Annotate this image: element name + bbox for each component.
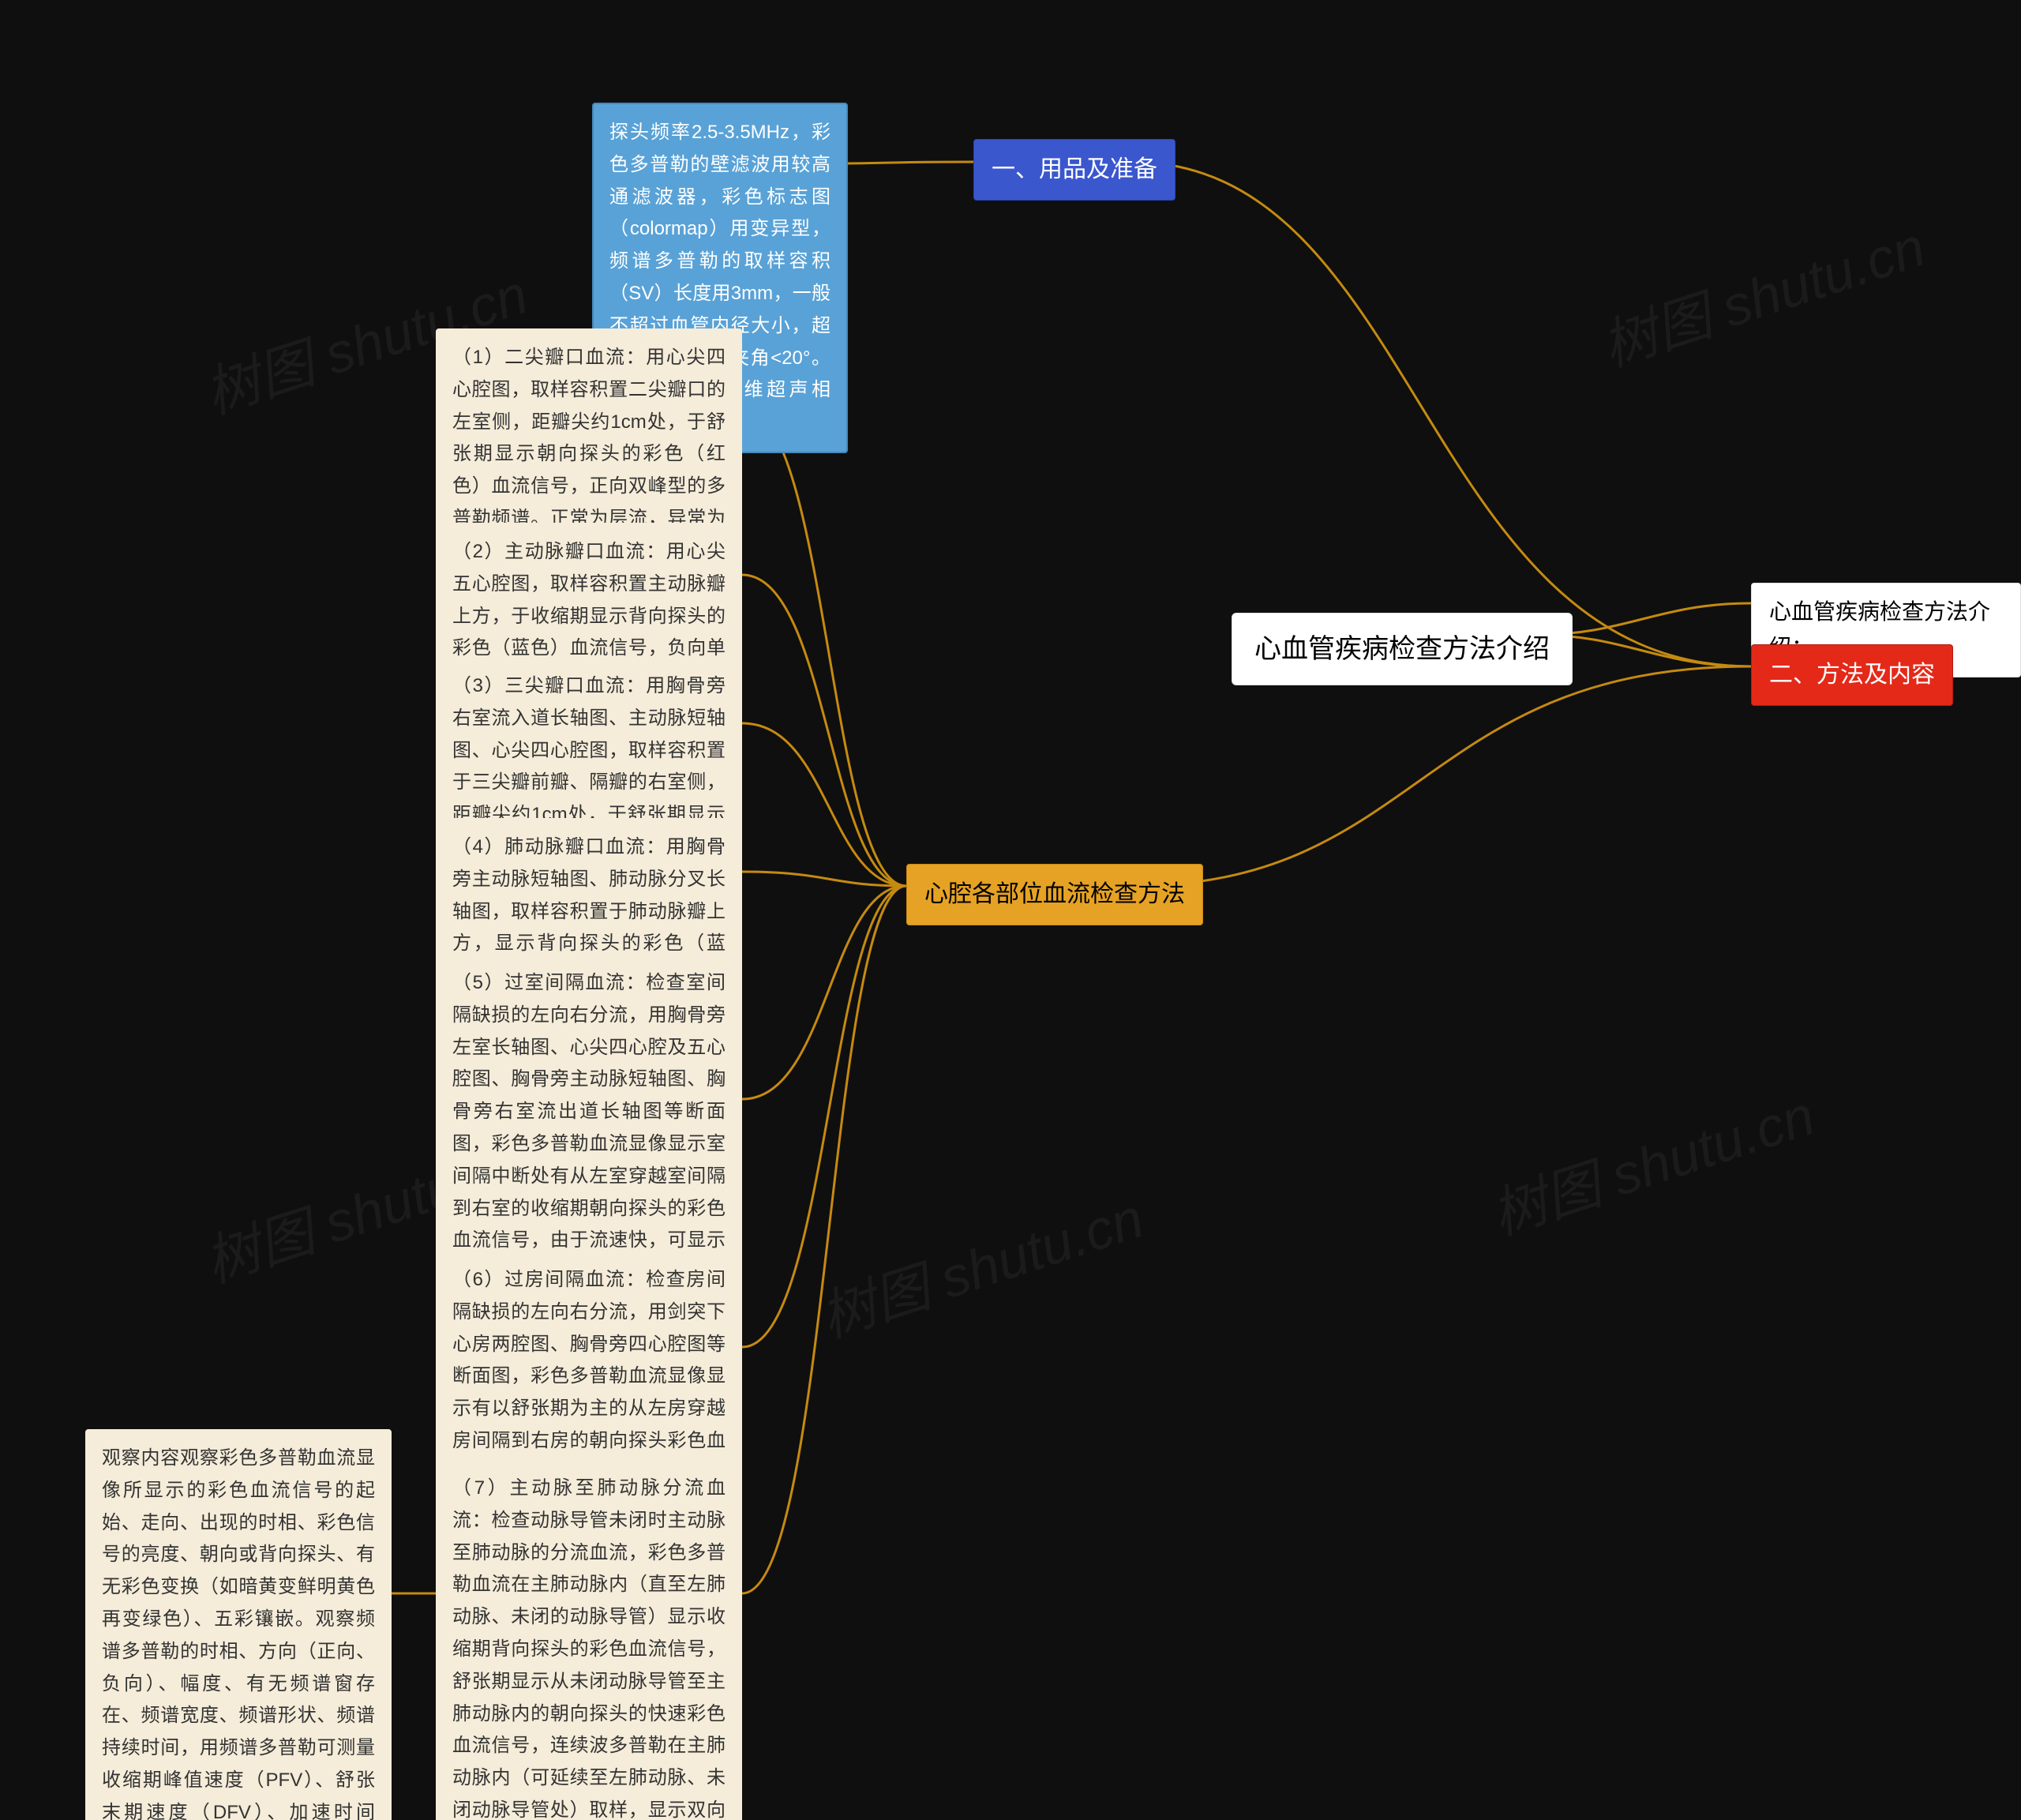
watermark: 树图 shutu.cn [1480, 1071, 1824, 1251]
heart-chamber-methods-node[interactable]: 心腔各部位血流检查方法 [906, 864, 1203, 925]
watermark: 树图 shutu.cn [1591, 203, 1934, 382]
observe-leaf[interactable]: 观察内容观察彩色多普勒血流显像所显示的彩色血流信号的起始、走向、出现的时相、彩色… [85, 1429, 392, 1820]
watermark: 树图 shutu.cn [809, 1174, 1153, 1353]
leaf-7[interactable]: （7）主动脉至肺动脉分流血流：检查动脉导管未闭时主动脉至肺动脉的分流血流，彩色多… [436, 1459, 742, 1820]
root-node[interactable]: 心血管疾病检查方法介绍 [1232, 613, 1573, 685]
mindmap-canvas: 心血管疾病检查方法介绍 心血管疾病检查方法介绍： 二、方法及内容 一、用品及准备… [0, 0, 2021, 1820]
supplies-prep-node[interactable]: 一、用品及准备 [973, 139, 1175, 201]
methods-content-node[interactable]: 二、方法及内容 [1751, 644, 1953, 706]
